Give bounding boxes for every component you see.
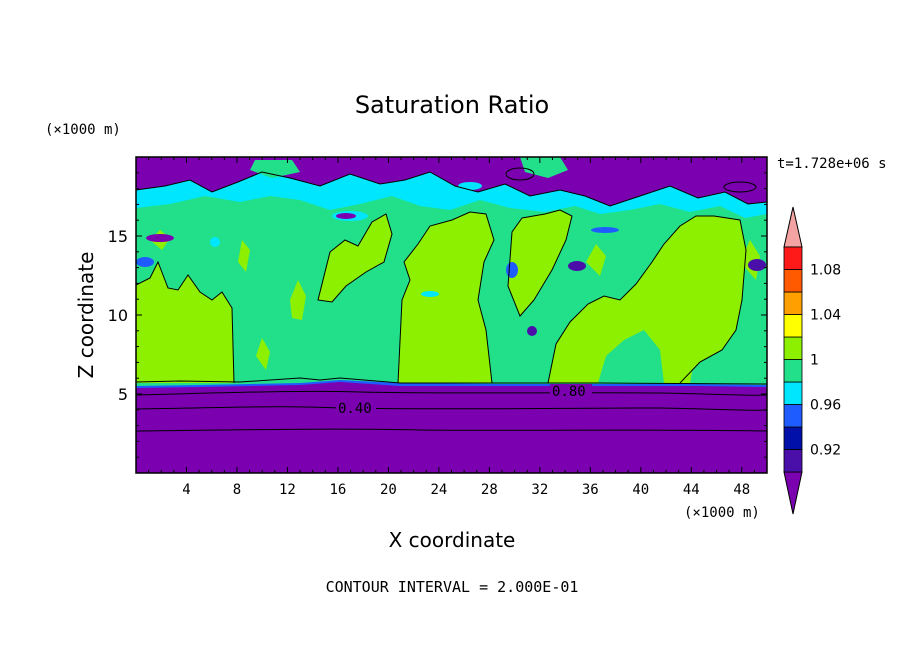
colorbar-bin-lower	[783, 471, 803, 515]
time-label: t=1.728e+06 s	[777, 156, 887, 172]
colorbar-bin	[783, 359, 803, 383]
contour-lines	[136, 167, 767, 432]
colorbar-bin	[783, 336, 803, 360]
colorbar-bin-upper	[783, 206, 803, 248]
x-tick-label: 16	[329, 482, 346, 498]
colorbar-bin	[783, 246, 803, 270]
colorbar-bin	[783, 291, 803, 315]
x-axis-ticks: 4 8 12 16 20 24 28 32 36 40 44 48	[148, 157, 755, 498]
contour-label-080: 0.80	[552, 384, 586, 400]
colorbar-label: 0.92	[810, 443, 841, 459]
lower-violet-layer	[136, 382, 767, 473]
colorbar-label: 1.08	[810, 263, 841, 279]
x-tick-label: 20	[380, 482, 397, 498]
contour-interval-footer: CONTOUR INTERVAL = 2.000E-01	[326, 578, 579, 596]
y-tick-label: 15	[108, 227, 128, 246]
contour-label-040: 0.40	[338, 401, 372, 417]
x-tick-label: 8	[233, 482, 241, 498]
x-tick-label: 44	[683, 482, 700, 498]
dry-eddies	[136, 179, 766, 336]
x-tick-label: 28	[481, 482, 498, 498]
x-tick-label: 48	[733, 482, 750, 498]
colorbar: 0.92 0.96 1 1.04 1.08	[783, 206, 841, 515]
y-axis-ticks: 5 10 15	[108, 172, 767, 458]
colorbar-bin	[783, 404, 803, 428]
colorbar-label: 1.04	[810, 308, 841, 324]
x-axis-label: X coordinate	[389, 528, 516, 552]
x-tick-label: 4	[182, 482, 190, 498]
upper-green-pocket	[520, 157, 568, 178]
colorbar-label: 0.96	[810, 398, 841, 414]
x-tick-label: 40	[632, 482, 649, 498]
upper-green-pocket-2	[250, 160, 300, 178]
colorbar-bin	[783, 269, 803, 293]
colorbar-bin	[783, 381, 803, 405]
y-tick-label: 10	[108, 306, 128, 325]
heatmap-field	[136, 157, 767, 473]
x-tick-label: 32	[531, 482, 548, 498]
colorbar-bin	[783, 426, 803, 450]
x-tick-label: 36	[582, 482, 599, 498]
chart-title: Saturation Ratio	[355, 91, 549, 119]
x-tick-label: 12	[279, 482, 296, 498]
y-unit-label: (×1000 m)	[45, 122, 121, 138]
colorbar-bin	[783, 314, 803, 338]
y-axis-label: Z coordinate	[74, 252, 98, 379]
colorbar-label: 1	[810, 353, 819, 369]
x-unit-label: (×1000 m)	[684, 505, 760, 521]
colorbar-bin	[783, 449, 803, 473]
contour-label-group: 0.40 0.80	[336, 384, 592, 417]
x-tick-label: 24	[430, 482, 447, 498]
y-tick-label: 5	[118, 385, 128, 404]
